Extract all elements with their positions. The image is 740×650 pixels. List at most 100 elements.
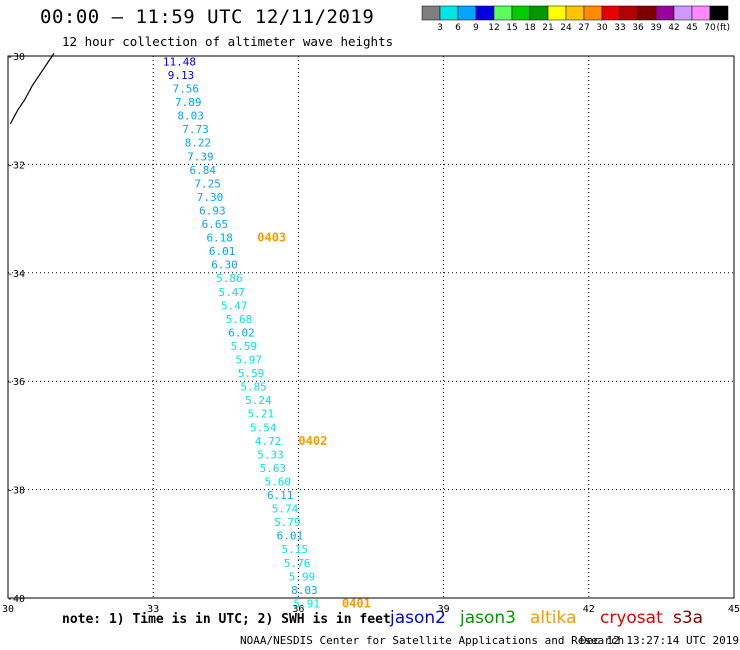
page-title: 00:00 – 11:59 UTC 12/11/2019 (40, 6, 375, 28)
legend-s3a: s3a (673, 608, 704, 628)
legend-swatch (691, 5, 711, 21)
legend-label: 6 (455, 23, 461, 33)
wave-height-label: 6.93 (199, 204, 226, 217)
wave-height-label: 7.73 (182, 123, 209, 136)
wave-height-label: 6.01 (209, 245, 236, 258)
wave-height-label: 5.68 (226, 313, 253, 326)
wave-height-label: 5.24 (245, 394, 272, 407)
wave-height-label: 5.15 (281, 543, 308, 556)
legend-altika: altika (530, 608, 577, 628)
legend-jason2: jason2 (390, 608, 446, 628)
legend-label: 12 (488, 23, 499, 33)
legend-swatch (439, 5, 459, 21)
wave-height-label: 8.03 (291, 584, 318, 597)
legend-swatch (565, 5, 585, 21)
wave-height-label: 5.59 (231, 340, 258, 353)
legend-swatch (619, 5, 639, 21)
wave-height-label: 5.85 (240, 381, 267, 394)
x-tick-label: 42 (583, 604, 595, 615)
y-tick-label: -40 (7, 594, 25, 605)
time-annotation: 0402 (298, 434, 327, 448)
plot-frame (7, 55, 735, 599)
y-tick-label: -32 (7, 160, 25, 171)
wave-height-label: 7.30 (197, 191, 224, 204)
legend-swatch (583, 5, 603, 21)
legend-jason3: jason3 (460, 608, 516, 628)
wave-height-label: 5.63 (260, 462, 287, 475)
wave-height-label: 6.84 (190, 164, 217, 177)
wave-height-label: 6.11 (267, 489, 294, 502)
coastline (9, 52, 55, 125)
time-annotation: 0403 (257, 231, 286, 245)
wave-height-label: 5.59 (238, 367, 265, 380)
legend-label: 42 (668, 23, 679, 33)
legend-swatch (475, 5, 495, 21)
legend-label: 3 (437, 23, 443, 33)
legend-swatch (457, 5, 477, 21)
wave-height-label: 8.22 (185, 137, 212, 150)
page-subtitle: 12 hour collection of altimeter wave hei… (62, 34, 394, 49)
legend-label: 18 (524, 23, 536, 33)
wave-height-label: 5.79 (274, 516, 301, 529)
legend-swatch (511, 5, 531, 21)
legend-swatch (709, 5, 729, 21)
legend-cryosat: cryosat (600, 608, 663, 628)
wave-height-label: 6.18 (206, 232, 233, 245)
credit-text: NOAA/NESDIS Center for Satellite Applica… (240, 634, 625, 647)
wave-height-label: 5.91 (294, 597, 321, 610)
wave-height-label: 11.48 (163, 55, 196, 68)
legend-label: 36 (632, 23, 644, 33)
legend-label: 9 (473, 23, 479, 33)
legend-swatch (673, 5, 693, 21)
wave-height-label: 7.39 (187, 150, 214, 163)
wave-height-label: 5.60 (265, 475, 292, 488)
legend-label: 24 (560, 23, 572, 33)
footer-note: note: 1) Time is in UTC; 2) SWH is in fe… (62, 612, 391, 627)
wave-height-label: 5.74 (272, 503, 299, 516)
wave-height-label: 5.76 (284, 557, 311, 570)
wave-height-label: 5.33 (257, 448, 284, 461)
wave-height-label: 8.03 (177, 110, 204, 123)
legend-swatch (655, 5, 675, 21)
legend-label: 45 (686, 23, 697, 33)
wave-height-label: 9.13 (168, 69, 195, 82)
legend-swatch (493, 5, 513, 21)
wave-height-label: 5.97 (235, 354, 261, 367)
x-tick-label: 30 (2, 604, 14, 615)
timestamp: Dec 12 13:27:14 UTC 2019 (580, 634, 739, 647)
x-tick-label: 45 (728, 604, 740, 615)
legend-swatch (637, 5, 657, 21)
x-tick-label: 36 (292, 604, 304, 615)
legend-label: 15 (506, 23, 517, 33)
wave-height-label: 5.21 (248, 408, 275, 421)
legend-label: 21 (542, 23, 553, 33)
y-tick-label: -36 (7, 377, 25, 388)
legend-swatch (601, 5, 621, 21)
legend-swatch (547, 5, 567, 21)
wave-height-label: 6.30 (211, 259, 238, 272)
wave-height-label: 5.86 (216, 272, 243, 285)
wave-height-label: 5.47 (221, 299, 248, 312)
wave-height-label: 4.72 (255, 435, 282, 448)
y-tick-label: -30 (7, 52, 25, 63)
wave-height-label: 6.01 (277, 530, 304, 543)
legend-label: 30 (596, 23, 608, 33)
y-tick-label: -38 (7, 486, 25, 497)
legend-label: 39 (650, 23, 662, 33)
x-tick-label: 33 (147, 604, 159, 615)
wave-height-label: 7.56 (173, 83, 200, 96)
wave-height-label: 6.02 (228, 326, 255, 339)
legend-label: 70 (704, 23, 716, 33)
wave-height-label: 7.25 (194, 177, 221, 190)
wave-height-label: 5.99 (289, 570, 316, 583)
wave-height-label: 6.65 (202, 218, 229, 231)
time-annotation: 0401 (342, 596, 371, 610)
legend-swatch (421, 5, 441, 21)
wave-height-label: 5.47 (219, 286, 246, 299)
wave-height-label: 5.54 (250, 421, 277, 434)
wave-height-label: 7.89 (175, 96, 202, 109)
x-tick-label: 39 (438, 604, 450, 615)
legend-label: 27 (578, 23, 589, 33)
legend-label: 33 (614, 23, 625, 33)
